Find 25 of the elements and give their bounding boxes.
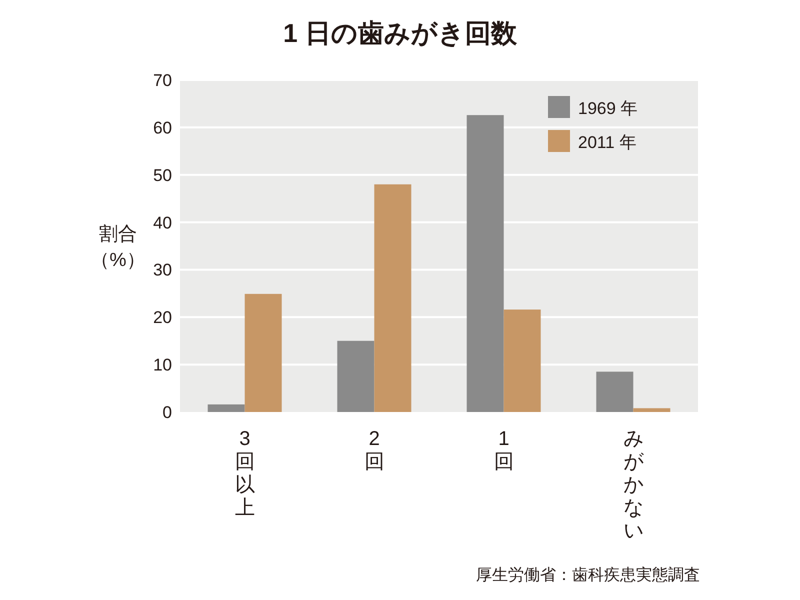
bar [504, 310, 541, 412]
y-tick-label: 60 [153, 118, 172, 138]
bar [374, 184, 412, 412]
x-tick-label: 2回 [364, 428, 384, 473]
y-tick-label: 0 [162, 403, 172, 422]
bar [244, 294, 282, 412]
legend-label: 2011 年 [578, 133, 636, 152]
bar [337, 340, 374, 412]
y-tick-label: 20 [153, 308, 172, 328]
y-axis-title: 割合（%） [90, 224, 146, 271]
y-tick-label: 70 [153, 71, 172, 90]
text: 厚生労働省：歯科疾患実態調査 [476, 566, 700, 584]
y-tick-label: 10 [153, 356, 172, 375]
x-tick-label: みがかない [623, 428, 644, 542]
y-tick-label: 50 [153, 166, 172, 185]
bar [208, 404, 245, 412]
bar [633, 408, 670, 412]
x-tick-label: 3回以上 [234, 428, 255, 519]
legend-label: 1969 年 [578, 99, 638, 118]
bar [466, 115, 504, 412]
y-tick-label: 30 [153, 260, 172, 280]
bar [596, 372, 634, 412]
x-tick-label: 1回 [494, 428, 514, 473]
chart-title: 1 日の歯みがき回数 [283, 18, 518, 48]
y-tick-label: 40 [153, 213, 172, 232]
